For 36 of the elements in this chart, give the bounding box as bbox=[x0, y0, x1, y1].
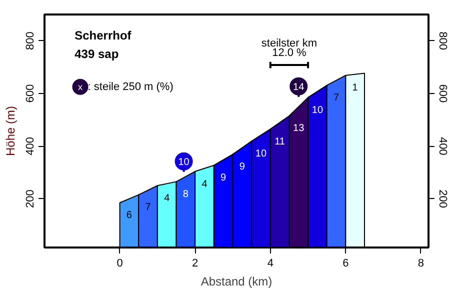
annotation: 4 bbox=[164, 192, 170, 204]
x-tick-label: 2 bbox=[192, 258, 198, 270]
y2-tick-label: 200 bbox=[436, 190, 448, 208]
y-tick-label: 600 bbox=[24, 84, 36, 103]
annotation: Scherrhof bbox=[74, 28, 132, 43]
x-tick-label: 0 bbox=[116, 258, 123, 270]
annotation: : steile 250 m (%) bbox=[88, 80, 174, 93]
annotation: 10 bbox=[178, 156, 190, 168]
annotation: 13 bbox=[293, 123, 305, 134]
annotation: 7 bbox=[145, 202, 152, 214]
x-tick-label: 6 bbox=[342, 258, 349, 270]
annotation: x bbox=[78, 82, 84, 92]
annotation: 11 bbox=[274, 136, 286, 148]
annotation: 10 bbox=[255, 148, 267, 160]
annotation: 6 bbox=[126, 210, 132, 222]
y-axis-title: Höhe (m) bbox=[4, 106, 18, 156]
x-tick-label: 8 bbox=[418, 258, 424, 270]
annotation: 4 bbox=[202, 178, 208, 190]
y2-tick-label: 800 bbox=[436, 32, 448, 50]
annotation: 9 bbox=[220, 172, 227, 184]
annotation: steilster km bbox=[261, 37, 318, 50]
y-tick-label: 800 bbox=[24, 32, 36, 50]
annotation: 1 bbox=[352, 82, 358, 94]
x-tick-label: 4 bbox=[267, 258, 274, 270]
annotation: 439 sap bbox=[74, 46, 119, 61]
annotation: 7 bbox=[333, 92, 340, 104]
y-tick-label: 200 bbox=[24, 190, 36, 208]
y2-tick-label: 600 bbox=[436, 84, 448, 103]
annotation: 14 bbox=[293, 82, 305, 93]
annotation: 9 bbox=[239, 162, 246, 173]
annotation: 12.0 % bbox=[272, 47, 307, 60]
y-tick-label: 400 bbox=[24, 136, 36, 156]
annotation: 10 bbox=[312, 104, 324, 116]
x-axis-title: Abstand (km) bbox=[200, 274, 272, 288]
annotation: 8 bbox=[182, 189, 189, 200]
y2-tick-label: 400 bbox=[436, 136, 448, 156]
